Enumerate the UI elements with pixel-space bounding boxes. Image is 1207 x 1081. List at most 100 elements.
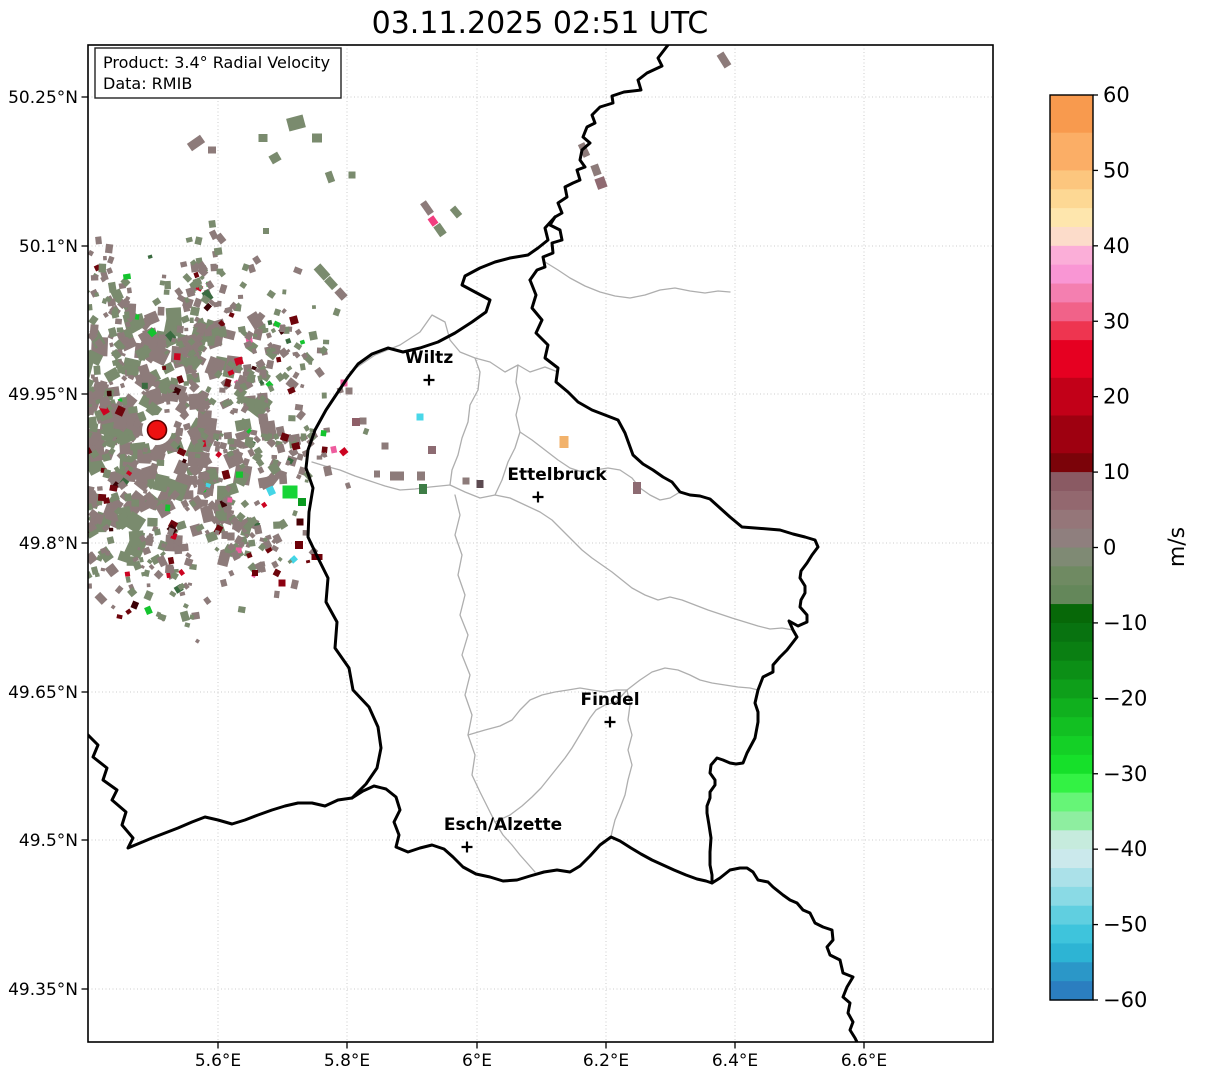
echo-pixel	[107, 475, 116, 484]
echo-pixel	[339, 447, 349, 457]
echo-pixel	[193, 322, 200, 329]
echo-pixel	[223, 431, 233, 440]
echo-pixel	[109, 484, 118, 492]
echo-pixel	[120, 276, 131, 288]
echo-pixel	[275, 372, 285, 383]
echo-pixel	[219, 441, 228, 450]
echo-pixel	[122, 393, 138, 408]
echo-pixel	[88, 503, 94, 512]
echo-pixel	[101, 441, 109, 448]
echo-pixel	[238, 417, 250, 429]
colorbar-band	[1050, 792, 1093, 813]
echo-pixel	[230, 550, 241, 561]
echo-pixel	[203, 302, 213, 312]
echo-pixel	[220, 488, 228, 496]
echo-pixel	[127, 405, 138, 414]
echo-pixel	[95, 399, 101, 405]
echo-pixel	[216, 509, 226, 519]
echo-pixel	[147, 478, 155, 487]
echo-pixel	[173, 568, 179, 573]
echo-pixel	[189, 614, 195, 620]
district-border-line	[494, 689, 628, 823]
echo-pixel	[223, 329, 236, 341]
echo-pixel	[96, 554, 104, 562]
echo-pixel	[171, 395, 179, 403]
echo-pixel	[265, 347, 273, 355]
echo-pixel	[287, 386, 296, 395]
echo-pixel	[106, 536, 115, 545]
echo-patch	[348, 171, 356, 179]
colorbar-band	[1050, 377, 1093, 417]
echo-pixel	[287, 559, 293, 565]
echo-pixel	[258, 379, 265, 386]
echo-pixel	[167, 556, 175, 565]
echo-pixel	[237, 605, 246, 614]
colorbar-band	[1050, 245, 1093, 266]
echo-pixel	[227, 532, 235, 541]
echo-pixel	[88, 520, 98, 533]
lat-tick-label: 50.1°N	[19, 237, 78, 257]
echo-pixel	[293, 342, 303, 351]
echo-pixel	[234, 439, 245, 449]
city-label: Esch/Alzette	[444, 815, 562, 835]
echo-patch	[420, 200, 434, 216]
echo-pixel	[88, 489, 102, 511]
echo-pixel	[176, 325, 184, 334]
echo-pixel	[90, 374, 95, 379]
echo-pixel	[109, 342, 114, 348]
echo-pixel	[232, 520, 245, 534]
echo-pixel	[100, 567, 106, 572]
echo-pixel	[215, 498, 222, 506]
echo-pixel	[143, 310, 160, 326]
colorbar-band	[1050, 566, 1093, 586]
echo-pixel	[234, 356, 244, 366]
echo-pixel	[125, 608, 132, 615]
city-label: Ettelbruck	[507, 465, 607, 485]
colorbar-tick-label: −50	[1103, 913, 1147, 937]
echo-pixel	[182, 603, 189, 609]
echo-pixel	[114, 437, 122, 445]
echo-pixel	[138, 534, 147, 543]
echo-pixel	[94, 573, 100, 578]
echo-pixel	[195, 260, 208, 274]
echo-pixel	[214, 546, 220, 552]
echo-pixel	[114, 585, 124, 595]
echo-pixel	[97, 493, 107, 502]
colorbar-band	[1050, 754, 1093, 775]
echo-pixel	[228, 311, 235, 318]
echo-pixel	[110, 492, 120, 502]
echo-pixel	[108, 381, 114, 386]
echo-pixel	[140, 564, 145, 569]
echo-patch	[298, 498, 306, 506]
echo-pixel	[235, 511, 246, 522]
echo-patch	[268, 151, 282, 165]
echo-pixel	[217, 477, 224, 483]
echo-pixel	[190, 475, 198, 482]
echo-pixel	[293, 266, 303, 275]
echo-pixel	[289, 448, 299, 457]
echo-pixel	[212, 478, 218, 484]
echo-pixel	[118, 327, 125, 334]
echo-pixel	[267, 341, 274, 349]
echo-pixel	[184, 327, 189, 332]
echo-pixel	[182, 582, 190, 590]
colorbar-band	[1050, 849, 1093, 869]
echo-pixel	[88, 330, 98, 342]
colorbar-tick-label: 50	[1103, 158, 1130, 182]
echo-patch	[263, 228, 269, 234]
echo-pixel	[257, 466, 265, 474]
echo-pixel	[272, 458, 279, 464]
echo-pixel	[88, 249, 95, 257]
echo-pixel	[179, 591, 186, 597]
echo-pixel	[143, 590, 154, 602]
echo-pixel	[200, 432, 209, 441]
city-plus-marker	[423, 374, 435, 386]
echo-pixel	[238, 387, 244, 393]
echo-pixel	[173, 434, 183, 444]
lon-tick-label: 6°E	[462, 1051, 492, 1071]
echo-pixel	[265, 359, 275, 370]
echo-pixel	[218, 319, 226, 328]
colorbar-band	[1050, 415, 1093, 454]
colorbar-band	[1050, 132, 1093, 172]
